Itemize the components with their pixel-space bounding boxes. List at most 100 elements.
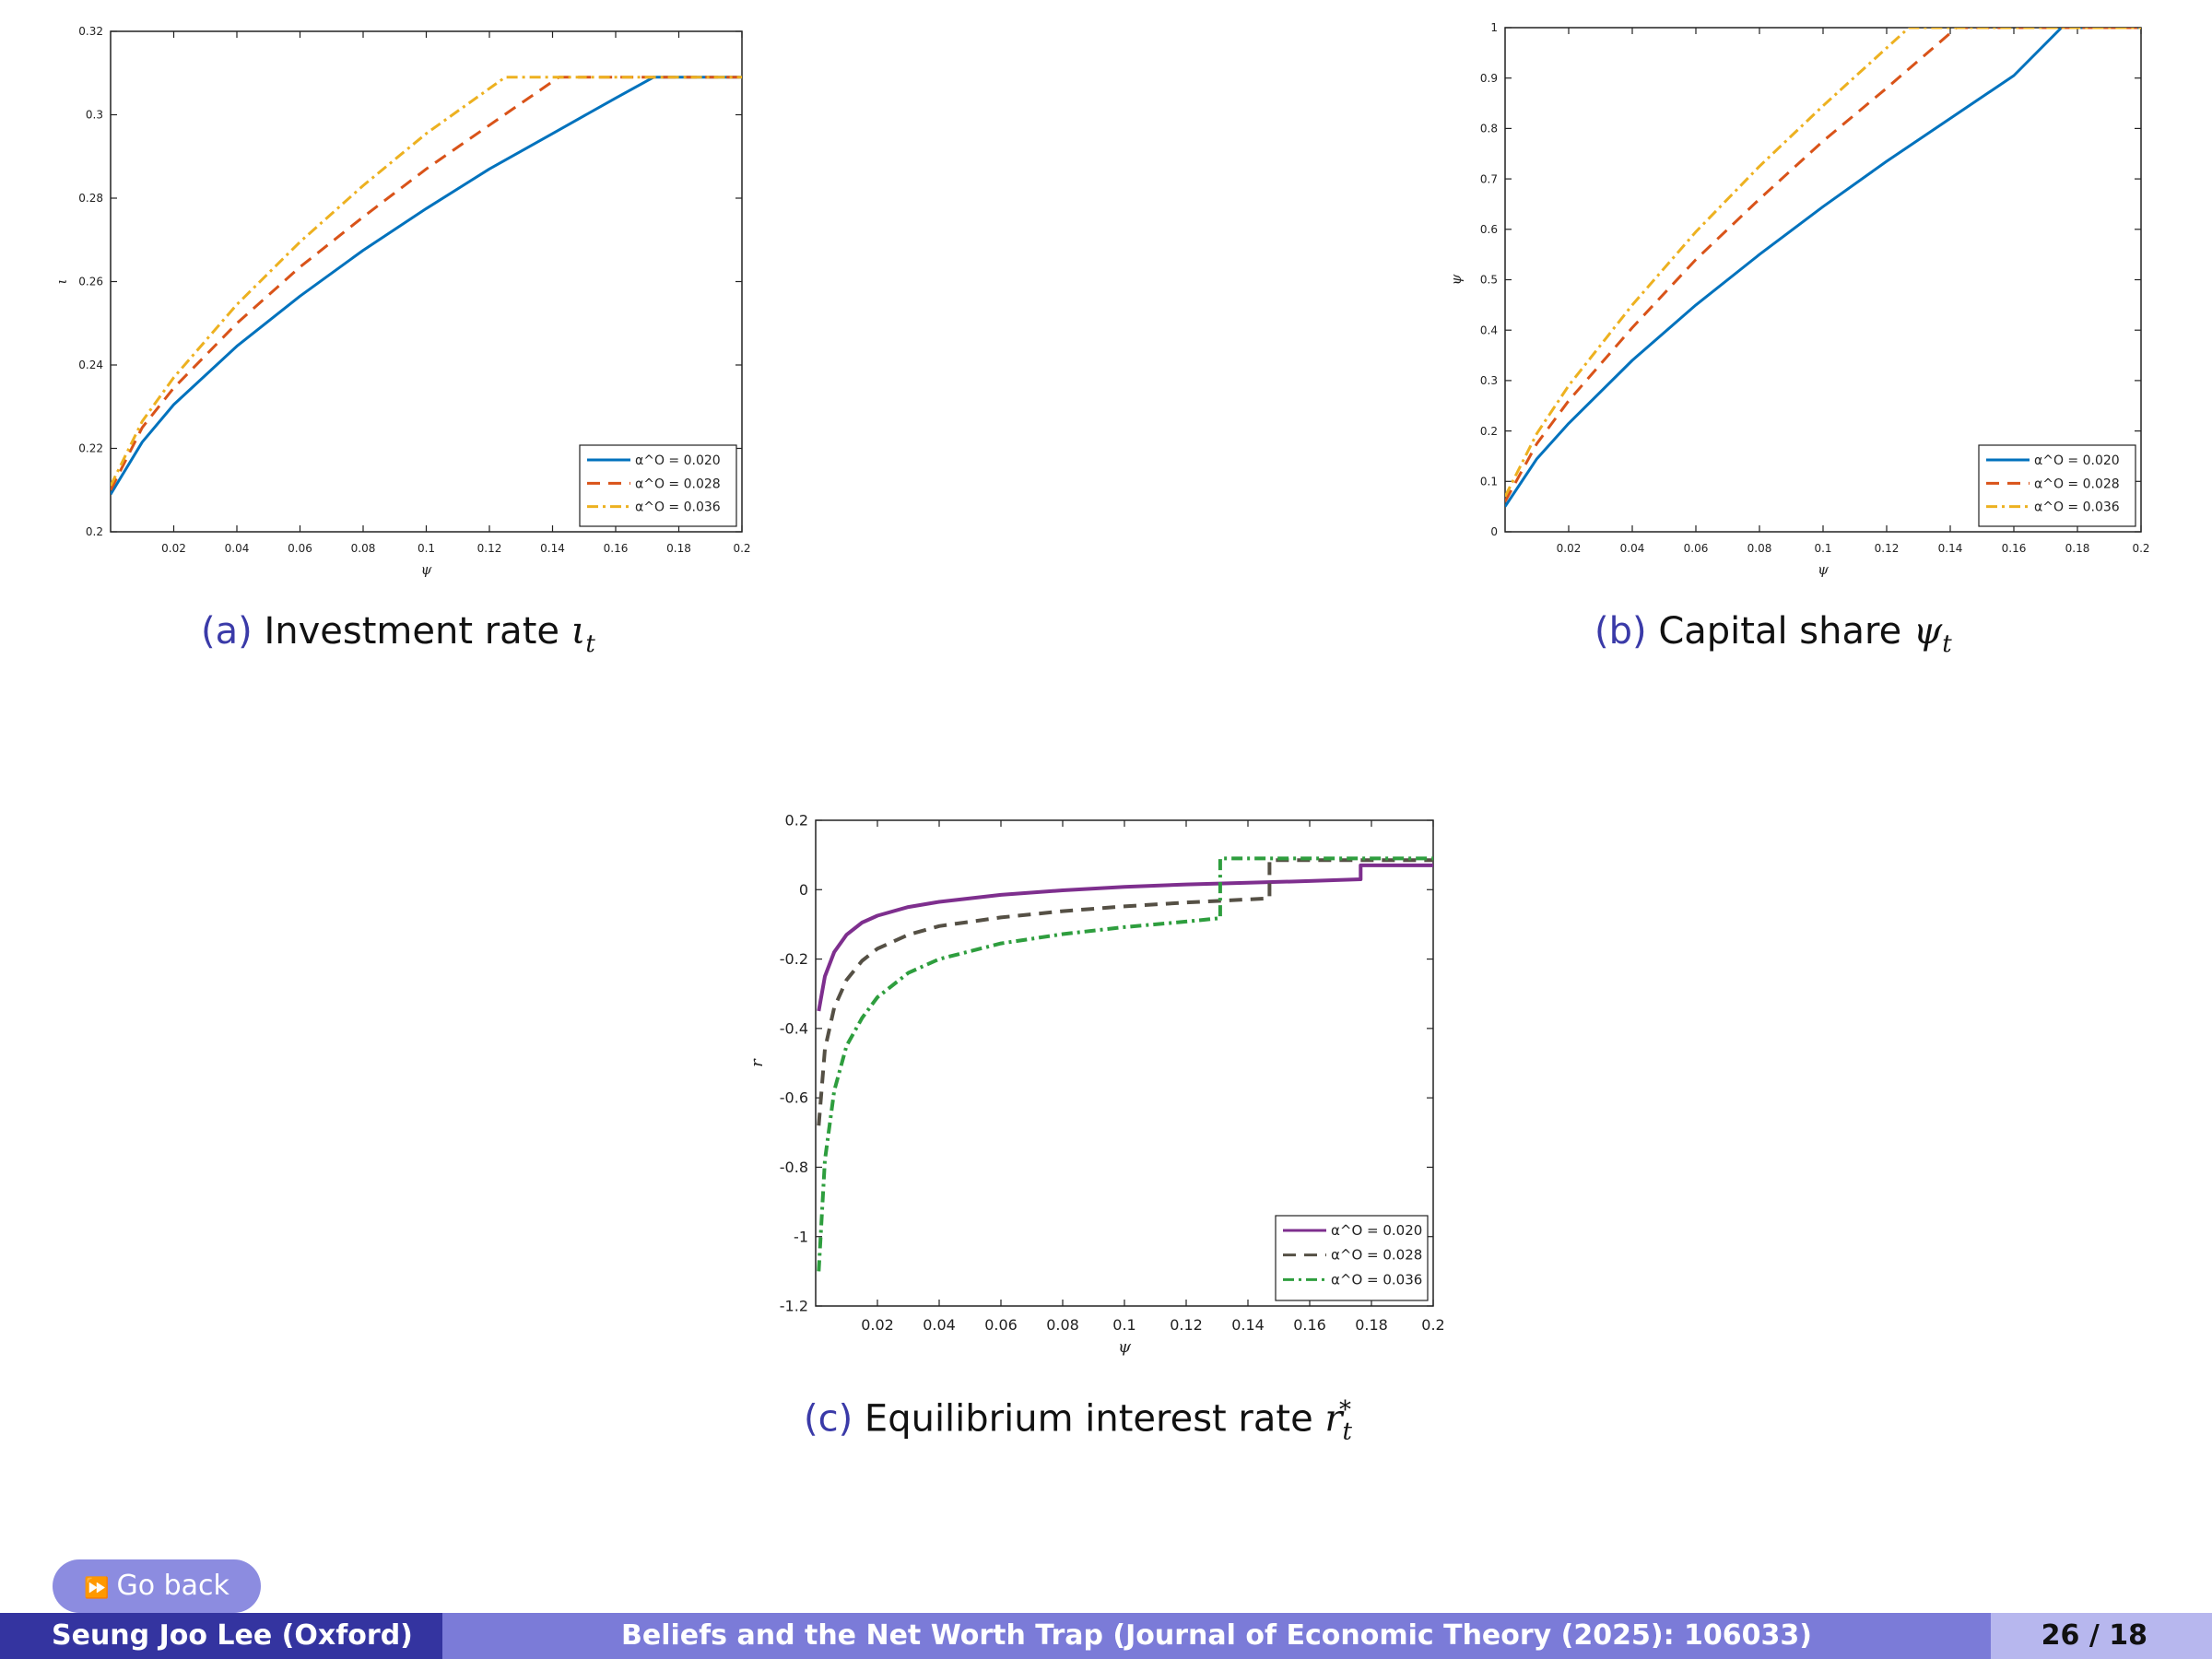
x-tick-label: 0.16	[2002, 542, 2027, 555]
y-tick-label: 0.26	[78, 276, 103, 288]
y-tick-label: 0.3	[1480, 374, 1498, 387]
x-tick-label: 0.12	[477, 542, 502, 555]
x-tick-label: 0.12	[1875, 542, 1900, 555]
caption-c-superscript: *	[1338, 1396, 1351, 1424]
x-tick-label: 0.14	[540, 542, 565, 555]
legend-entry: α^O = 0.036	[635, 500, 721, 515]
x-tick-label: 0.08	[351, 542, 376, 555]
x-tick-label: 0.2	[733, 542, 750, 555]
x-tick-label: 0.16	[604, 542, 629, 555]
investment-rate-chart: 0.02 0.04 0.06 0.08 0.1 0.12 0.14 0.16 0.18 0.2 0.…	[37, 18, 765, 590]
capital-share-chart: 0.02 0.04 0.06 0.08 0.1 0.12 0.14 0.16 0.18 0.2 0 0…	[1433, 18, 2161, 590]
caption-a-text: Investment rate	[264, 610, 571, 653]
caption-b-tag: (b)	[1594, 610, 1647, 653]
caption-a-symbol: ι	[571, 610, 586, 653]
y-tick-label: 0.22	[78, 442, 103, 455]
x-tick-label: 0.06	[1684, 542, 1709, 555]
y-tick-label: 0.9	[1480, 72, 1498, 85]
x-axis-label: ψ	[1818, 561, 1829, 578]
x-tick-label: 0.2	[1421, 1316, 1444, 1334]
y-axis-label: ι	[53, 279, 70, 285]
capital-share-plot: 0.02 0.04 0.06 0.08 0.1 0.12 0.14 0.16 0.18 0.2 0 0…	[1448, 21, 2150, 578]
legend-entry: α^O = 0.028	[1331, 1247, 1422, 1264]
x-tick-label: 0.2	[2132, 542, 2149, 555]
x-tick-label: 0.14	[1938, 542, 1963, 555]
caption-c-text: Equilibrium interest rate	[864, 1397, 1325, 1441]
y-tick-label: 0.7	[1480, 172, 1498, 185]
y-tick-label: 0.28	[78, 192, 103, 205]
x-tick-label: 0.16	[1293, 1316, 1326, 1334]
caption-a-subscript: t	[585, 630, 595, 658]
x-tick-label: 0.18	[666, 542, 691, 555]
x-tick-label: 0.06	[288, 542, 312, 555]
x-tick-label: 0.06	[984, 1316, 1018, 1334]
x-tick-label: 0.1	[1814, 542, 1831, 555]
footer-author: Seung Joo Lee (Oxford)	[0, 1613, 442, 1659]
caption-c-subscript: t	[1342, 1418, 1352, 1446]
y-axis-label: r	[747, 1058, 767, 1067]
caption-c-symbol: r	[1324, 1397, 1343, 1441]
y-tick-label: 0.2	[1480, 425, 1498, 438]
series-line-3	[1505, 28, 2141, 498]
go-back-button[interactable]: ⏩ Go back	[53, 1559, 261, 1613]
legend-entry: α^O = 0.020	[2034, 453, 2120, 468]
series-line-2	[111, 76, 742, 491]
caption-a: (a) Investment rate ιt	[201, 610, 595, 658]
caption-b-text: Capital share	[1658, 610, 1913, 653]
legend-entry: α^O = 0.020	[635, 453, 721, 468]
x-tick-label: 0.02	[161, 542, 186, 555]
y-tick-label: -1	[794, 1228, 808, 1245]
y-axis-label: ψ	[1448, 274, 1465, 285]
x-tick-label: 0.02	[1557, 542, 1582, 555]
y-tick-label: -0.8	[780, 1159, 808, 1176]
x-tick-label: 0.04	[1620, 542, 1645, 555]
y-tick-label: 0.6	[1480, 223, 1498, 236]
x-axis-label: ψ	[1118, 1337, 1132, 1357]
footer-page-number: 26 / 18	[1991, 1613, 2212, 1659]
footer-title: Beliefs and the Net Worth Trap (Journal …	[442, 1613, 1991, 1659]
x-tick-label: 0.1	[418, 542, 435, 555]
x-tick-label: 0.08	[1747, 542, 1772, 555]
series-line-1	[817, 863, 1433, 1012]
y-tick-label: 0.4	[1480, 324, 1498, 336]
x-tick-label: 0.08	[1046, 1316, 1079, 1334]
y-tick-label: 0.24	[78, 359, 103, 371]
y-tick-label: 0	[799, 881, 808, 899]
caption-a-tag: (a)	[201, 610, 253, 653]
y-tick-label: -0.6	[780, 1089, 808, 1107]
series-line-2	[817, 858, 1433, 1126]
y-tick-label: -1.2	[780, 1298, 808, 1315]
x-tick-label: 0.02	[861, 1316, 894, 1334]
legend-entry: α^O = 0.028	[2034, 477, 2120, 491]
caption-c-tag: (c)	[804, 1397, 853, 1441]
y-tick-label: 0.5	[1480, 274, 1498, 287]
interest-rate-chart: 0.02 0.04 0.06 0.08 0.1 0.12 0.14 0.16 0.18 0.2 -1…	[737, 802, 1456, 1357]
investment-rate-plot: 0.02 0.04 0.06 0.08 0.1 0.12 0.14 0.16 0.18 0.2 0.…	[53, 25, 751, 578]
interest-rate-plot: 0.02 0.04 0.06 0.08 0.1 0.12 0.14 0.16 0.18 0.2 -1…	[747, 812, 1445, 1357]
y-tick-label: 0.2	[86, 525, 103, 538]
legend-entry: α^O = 0.020	[1331, 1222, 1422, 1239]
y-tick-label: 0.32	[78, 25, 103, 38]
x-tick-label: 0.18	[2065, 542, 2090, 555]
caption-b-symbol: ψ	[1912, 610, 1943, 653]
y-tick-label: -0.2	[780, 950, 808, 968]
legend-entry: α^O = 0.036	[2034, 500, 2120, 515]
legend-entry: α^O = 0.028	[635, 477, 721, 491]
y-tick-label: 0.2	[785, 812, 808, 830]
x-tick-label: 0.18	[1355, 1316, 1388, 1334]
footer-bar: Seung Joo Lee (Oxford) Beliefs and the N…	[0, 1613, 2212, 1659]
series-line-3	[817, 856, 1433, 1272]
y-tick-label: -0.4	[780, 1019, 808, 1037]
caption-b-subscript: t	[1942, 630, 1952, 658]
y-tick-label: 1	[1490, 21, 1498, 34]
legend-entry: α^O = 0.036	[1331, 1271, 1422, 1288]
x-axis-label: ψ	[421, 561, 432, 578]
series-line-2	[1505, 28, 2141, 502]
x-tick-label: 0.04	[923, 1316, 956, 1334]
x-tick-label: 0.04	[225, 542, 250, 555]
series-line-1	[111, 76, 742, 496]
caption-b: (b) Capital share ψt	[1594, 610, 1952, 658]
x-tick-label: 0.12	[1170, 1316, 1203, 1334]
caption-c: (c) Equilibrium interest rate rt*	[804, 1396, 1352, 1446]
x-tick-label: 0.14	[1231, 1316, 1265, 1334]
